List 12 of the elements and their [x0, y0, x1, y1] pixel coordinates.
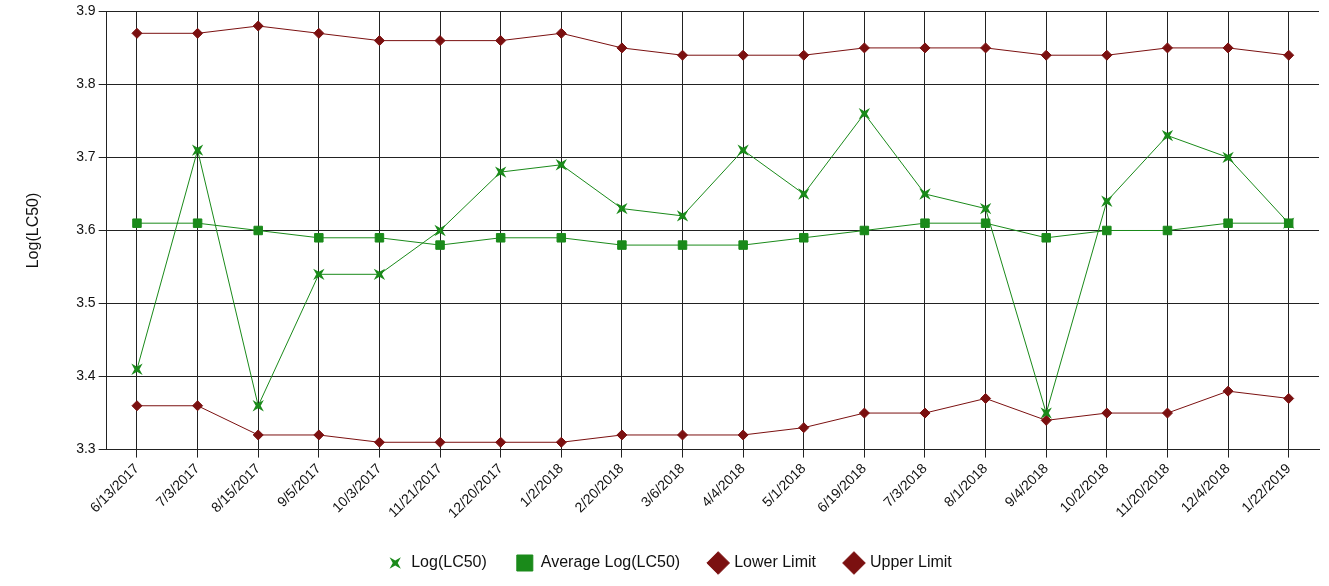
y-tick-label: 3.5 — [76, 294, 96, 311]
legend-label: Log(LC50) — [411, 553, 487, 571]
y-tick-label: 3.9 — [76, 2, 96, 19]
y-tick-label: 3.3 — [76, 440, 96, 457]
legend-label: Average Log(LC50) — [540, 553, 681, 571]
y-tick-label: 3.6 — [76, 221, 96, 238]
y-tick-label: 3.7 — [76, 148, 96, 165]
y-axis-title: Log(LC50) — [24, 192, 42, 269]
y-tick-label: 3.8 — [76, 75, 96, 92]
legend-label: Lower Limit — [734, 553, 817, 571]
legend-label: Upper Limit — [869, 553, 953, 571]
y-tick-label: 3.4 — [76, 367, 96, 384]
